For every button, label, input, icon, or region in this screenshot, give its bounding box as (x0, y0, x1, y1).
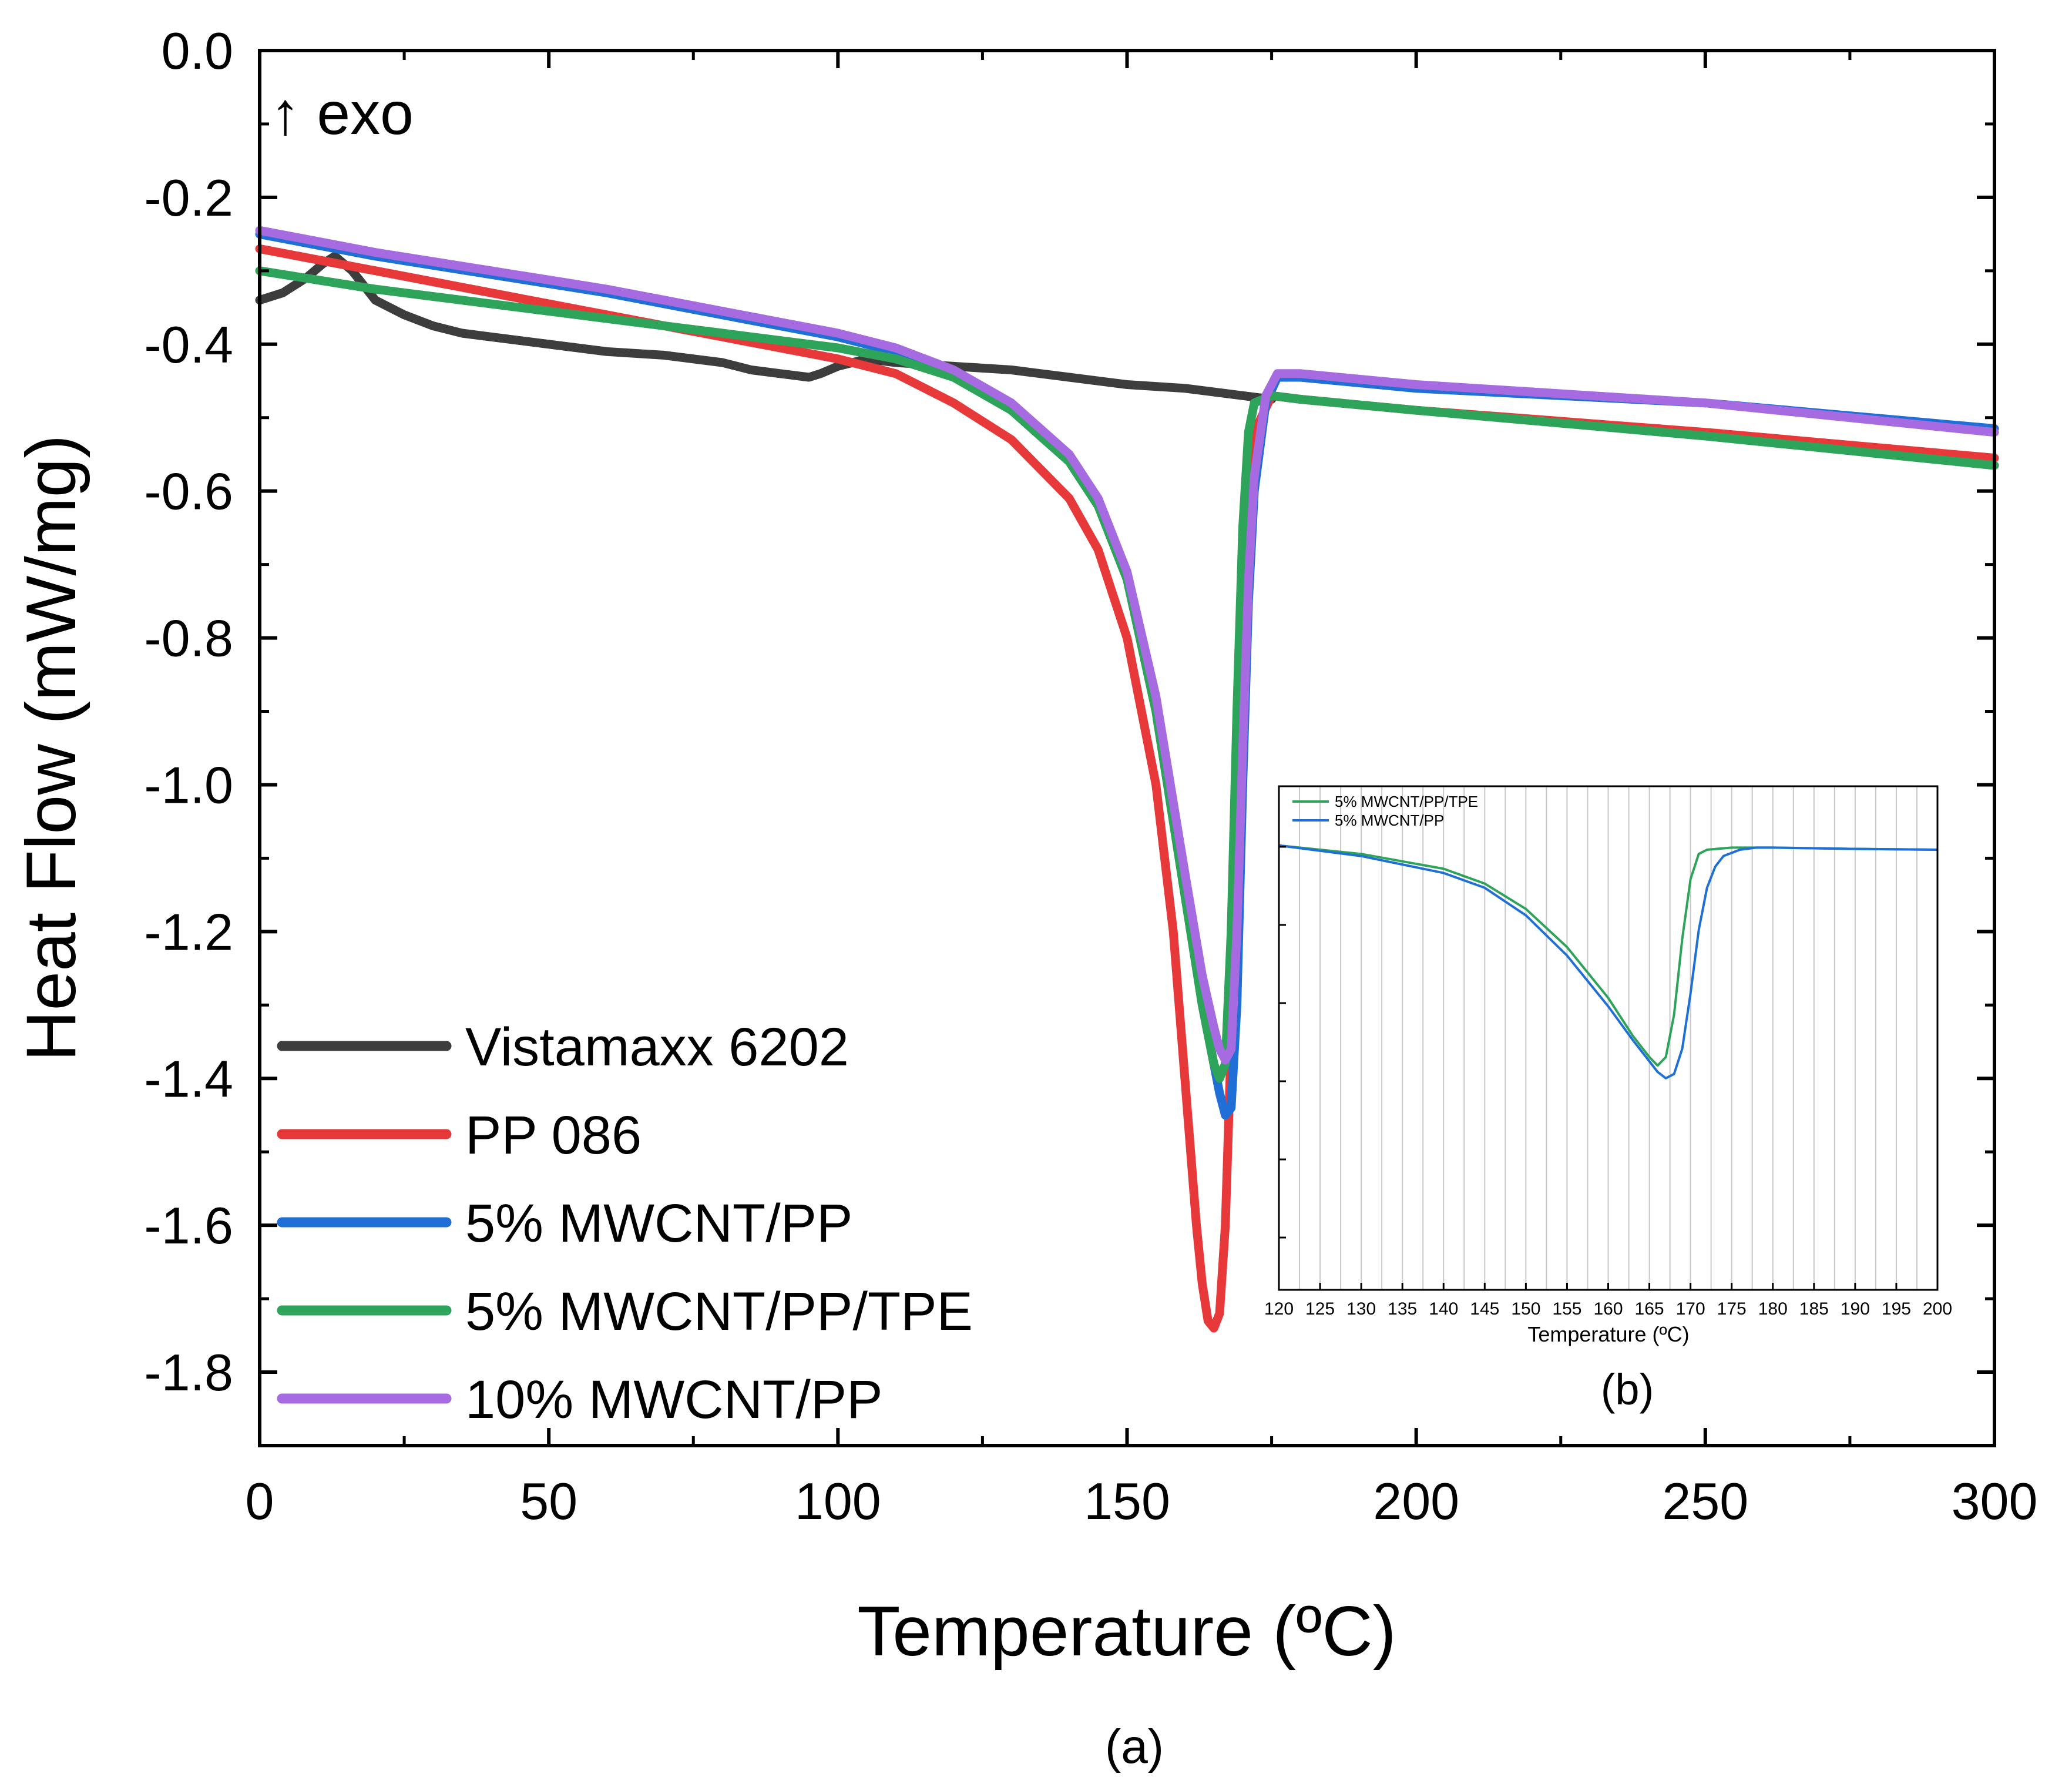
inset-series-line-5pct-mwcnt-pp (1278, 844, 1938, 1079)
panel-label-a: (a) (1105, 1720, 1164, 1773)
legend-label: 5% MWCNT/PP (465, 1193, 852, 1253)
inset-x-axis-label: Temperature (ºC) (1527, 1322, 1689, 1346)
legend-label: PP 086 (465, 1105, 642, 1165)
x-tick-label: 50 (520, 1472, 577, 1530)
main-ticks (258, 49, 1996, 1447)
inset-x-tick-label: 145 (1470, 1299, 1499, 1319)
inset-series-layer (1278, 844, 1938, 1079)
y-tick-label: -0.4 (144, 316, 233, 374)
y-tick-label: -1.4 (144, 1050, 233, 1108)
inset-x-tick-label: 185 (1799, 1299, 1829, 1319)
legend-label: Vistamaxx 6202 (465, 1017, 849, 1077)
inset-x-tick-label: 170 (1676, 1299, 1705, 1319)
inset-x-tick-label: 125 (1305, 1299, 1335, 1319)
inset-x-tick-label: 130 (1346, 1299, 1376, 1319)
inset-x-tick-label: 200 (1923, 1299, 1952, 1319)
inset-x-tick-label: 165 (1635, 1299, 1664, 1319)
y-tick-label: 0.0 (162, 22, 233, 80)
y-tick-label: -0.6 (144, 462, 233, 521)
y-tick-label: -1.2 (144, 903, 233, 961)
y-tick-label: -1.0 (144, 756, 233, 814)
inset-x-tick-label: 120 (1264, 1299, 1294, 1319)
inset-x-tick-label: 155 (1552, 1299, 1581, 1319)
inset-x-tick-label: 140 (1429, 1299, 1458, 1319)
y-tick-label: -1.6 (144, 1196, 233, 1255)
x-tick-label: 150 (1084, 1472, 1170, 1530)
inset-legend-label: 5% MWCNT/PP/TPE (1335, 793, 1478, 810)
legend-label: 10% MWCNT/PP (465, 1370, 883, 1430)
main-x-axis-label: Temperature (ºC) (857, 1592, 1396, 1671)
legend-label: 5% MWCNT/PP/TPE (465, 1282, 973, 1342)
y-tick-label: -1.8 (144, 1343, 233, 1402)
panel-label-b: (b) (1601, 1365, 1654, 1414)
inset-x-tick-label: 195 (1882, 1299, 1911, 1319)
inset-x-tick-label: 180 (1758, 1299, 1788, 1319)
inset-x-tick-label: 150 (1511, 1299, 1540, 1319)
inset-legend: 5% MWCNT/PP/TPE 5% MWCNT/PP (1292, 793, 1478, 829)
main-y-tick-labels: 0.0 -0.2 -0.4 -0.6 -0.8 -1.0 -1.2 -1.4 -1.6 -1.8 (144, 22, 233, 1402)
inset-x-tick-label: 160 (1593, 1299, 1623, 1319)
inset-series-line-5pct-mwcnt-pp-tpe (1278, 844, 1938, 1067)
main-y-axis-label: Heat Flow (mW/mg) (12, 435, 90, 1062)
main-legend: Vistamaxx 6202 PP 086 5% MWCNT/PP 5% MWCNT/… (277, 1017, 973, 1430)
x-tick-label: 100 (795, 1472, 881, 1530)
inset-ticks (1278, 846, 1939, 1290)
inset-x-tick-label: 175 (1717, 1299, 1747, 1319)
x-tick-label: 200 (1373, 1472, 1459, 1530)
y-tick-label: -0.8 (144, 609, 233, 668)
inset-x-tick-label: 135 (1388, 1299, 1417, 1319)
x-tick-label: 300 (1952, 1472, 2038, 1530)
series-line-10pct-mwcnt-pp (255, 226, 1999, 1065)
inset-legend-label: 5% MWCNT/PP (1335, 812, 1444, 829)
inset-chart: 120 125 130 135 140 145 150 155 160 165 170 175 180 1… (1264, 779, 1952, 1417)
main-x-tick-labels: 0 50 100 150 200 250 300 (246, 1472, 2038, 1530)
exo-annotation: ↑ exo (270, 80, 414, 147)
inset-x-tick-label: 190 (1841, 1299, 1870, 1319)
y-tick-label: -0.2 (144, 169, 233, 227)
x-tick-label: 0 (246, 1472, 274, 1530)
main-series-layer (255, 226, 1999, 1333)
x-tick-label: 250 (1662, 1472, 1748, 1530)
main-chart: 0 50 100 150 200 250 300 0.0 -0.2 -0.4 -0.6 -0.8 -1… (12, 22, 2037, 1773)
inset-x-tick-labels: 120 125 130 135 140 145 150 155 160 165 170 175 180 1… (1264, 1299, 1952, 1319)
